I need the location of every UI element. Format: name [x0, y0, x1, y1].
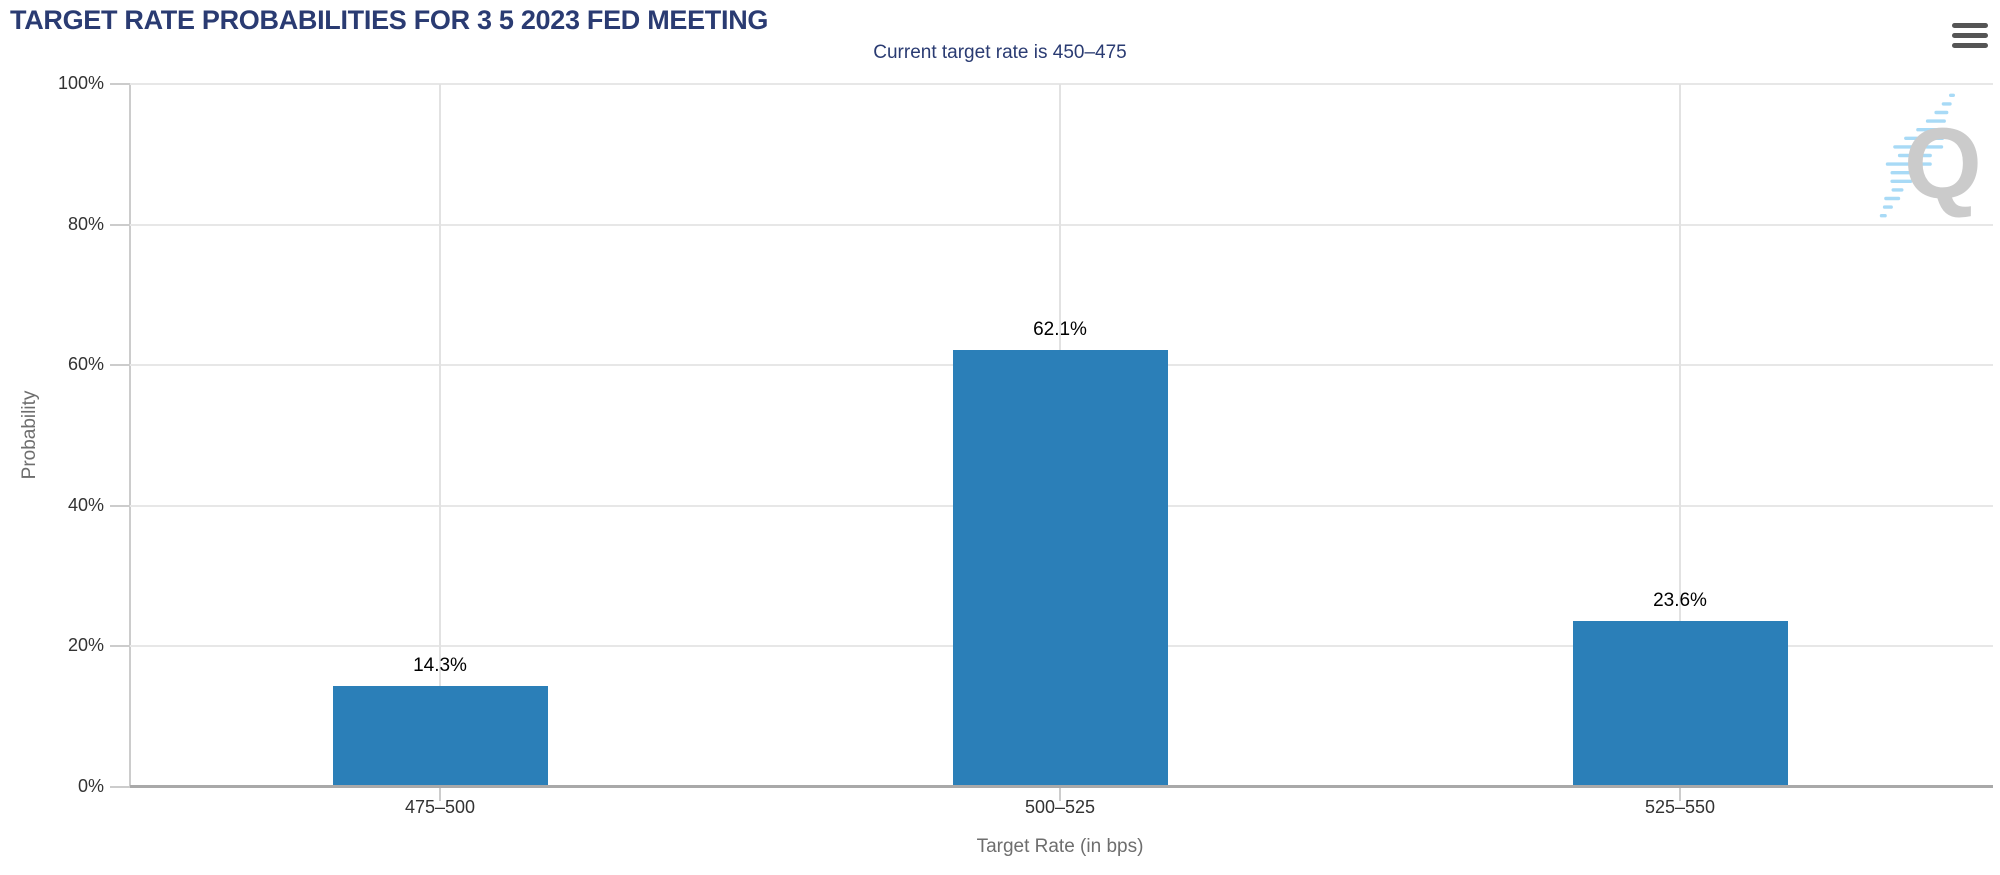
x-gridline [439, 84, 441, 787]
chart-title: TARGET RATE PROBABILITIES FOR 3 5 2023 F… [10, 5, 769, 35]
chart-subtitle: Current target rate is 450–475 [873, 42, 1127, 63]
y-axis-tick-label: 20% [67, 635, 104, 656]
y-tick-mark [110, 504, 130, 507]
hamburger-menu-icon [1952, 22, 1988, 48]
bar-value-label: 62.1% [1033, 319, 1087, 341]
x-axis-line [130, 785, 1993, 788]
y-tick-mark [110, 223, 130, 226]
x-category-label: 500–525 [1024, 797, 1096, 817]
x-axis-title: Target Rate (in bps) [976, 836, 1144, 857]
watermark-logo: Q [1872, 86, 1982, 234]
y-gridline [130, 83, 1993, 85]
x-gridline [1679, 84, 1681, 787]
y-gridline [130, 223, 1993, 226]
y-axis-tick-label: 0% [77, 776, 104, 796]
bar-value-label: 23.6% [1653, 590, 1707, 612]
y-tick-mark [110, 786, 130, 788]
bar[interactable] [952, 350, 1168, 787]
watermark-q-letter: Q [1904, 108, 1982, 220]
bar[interactable] [1572, 621, 1788, 787]
x-category-label: 475–500 [404, 797, 476, 817]
y-axis-title: Probability [19, 390, 40, 480]
x-category-label: 525–550 [1644, 797, 1716, 817]
y-tick-mark [110, 364, 130, 367]
y-axis-tick-label: 80% [67, 213, 104, 234]
y-tick-mark [110, 83, 130, 85]
x-tick-mark [1679, 788, 1681, 801]
y-tick-mark [110, 645, 130, 648]
y-axis-tick-label: 40% [67, 494, 104, 515]
watermark-dashes-icon [1879, 93, 1955, 218]
y-axis-tick-label: 100% [57, 73, 104, 93]
y-axis-tick-label: 60% [67, 354, 104, 375]
bar-value-label: 14.3% [413, 655, 467, 677]
x-tick-mark [439, 788, 441, 801]
x-tick-mark [1059, 788, 1061, 801]
bar[interactable] [332, 686, 548, 787]
y-axis-line [129, 84, 131, 787]
chart-context-menu-button[interactable] [1944, 13, 1996, 57]
